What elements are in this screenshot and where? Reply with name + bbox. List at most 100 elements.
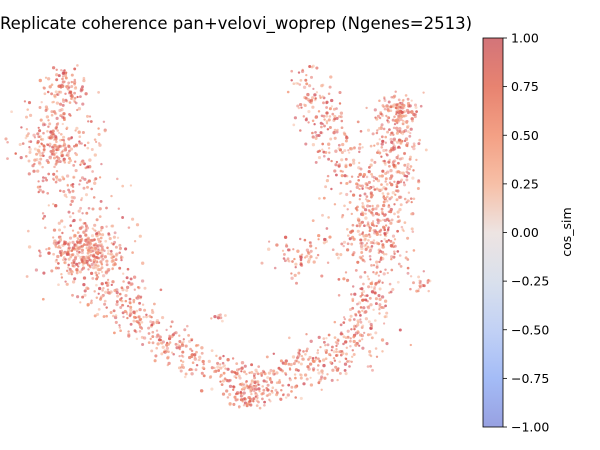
scatter-point: [353, 146, 356, 149]
scatter-point: [100, 270, 104, 274]
scatter-point: [110, 256, 114, 260]
scatter-point: [388, 176, 393, 181]
colorbar-ticks: 1.000.750.500.250.00−0.25−0.50−0.75−1.00: [503, 31, 549, 435]
scatter-point: [158, 338, 162, 342]
scatter-point: [210, 317, 213, 320]
scatter-point: [306, 260, 311, 264]
scatter-point: [128, 314, 132, 318]
scatter-point: [311, 219, 315, 223]
scatter-point: [390, 147, 394, 151]
scatter-point: [82, 255, 86, 259]
scatter-point: [382, 200, 386, 204]
scatter-point: [411, 176, 415, 180]
scatter-point: [410, 200, 413, 204]
scatter-point: [37, 160, 42, 165]
scatter-point: [338, 163, 341, 167]
scatter-point: [67, 188, 70, 192]
scatter-point: [46, 77, 51, 81]
scatter-point: [37, 126, 40, 129]
scatter-point: [167, 343, 171, 346]
scatter-point: [28, 145, 31, 149]
colorbar-tick-label: −1.00: [511, 420, 549, 435]
scatter-point: [41, 212, 45, 215]
scatter-point: [311, 96, 315, 100]
scatter-point: [349, 339, 352, 343]
scatter-point: [374, 207, 378, 211]
scatter-point: [83, 261, 87, 265]
scatter-point: [328, 151, 331, 154]
scatter-point: [168, 335, 171, 339]
scatter-point: [394, 189, 398, 193]
scatter-point: [305, 333, 308, 336]
scatter-point: [344, 139, 348, 143]
scatter-point: [361, 293, 364, 297]
scatter-point: [180, 343, 185, 347]
scatter-point: [410, 111, 414, 114]
scatter-point: [218, 356, 222, 360]
scatter-point: [66, 154, 70, 158]
scatter-point: [85, 246, 89, 250]
scatter-point: [316, 253, 320, 257]
scatter-point: [370, 286, 373, 289]
scatter-point: [281, 393, 285, 397]
scatter-point: [409, 197, 413, 200]
scatter-point: [59, 138, 62, 142]
scatter-point: [101, 257, 105, 261]
scatter-point: [380, 155, 383, 158]
scatter-point: [376, 142, 380, 146]
scatter-point: [226, 358, 230, 362]
scatter-point: [361, 324, 365, 328]
scatter-point: [58, 102, 63, 106]
scatter-point: [85, 226, 90, 230]
scatter-point: [369, 258, 372, 261]
scatter-point: [397, 161, 400, 165]
scatter-point: [328, 85, 332, 89]
scatter-point: [304, 118, 308, 122]
scatter-point: [86, 185, 89, 189]
scatter-point: [306, 365, 310, 369]
scatter-point: [129, 277, 133, 281]
scatter-point: [380, 125, 383, 129]
scatter-point: [311, 105, 315, 109]
scatter-point: [317, 133, 321, 138]
scatter-point: [106, 290, 111, 295]
scatter-point: [364, 247, 368, 252]
scatter-point: [323, 154, 326, 158]
scatter-point: [240, 361, 245, 365]
scatter-point: [106, 278, 110, 282]
scatter-point: [340, 158, 344, 162]
scatter-point: [82, 222, 86, 225]
scatter-point: [328, 235, 332, 239]
scatter-point: [339, 111, 344, 115]
scatter-point: [378, 230, 381, 233]
scatter-point: [358, 233, 362, 236]
scatter-point: [365, 195, 369, 198]
scatter-point: [369, 144, 373, 148]
scatter-point: [54, 204, 58, 208]
scatter-point: [388, 149, 392, 154]
scatter-point: [375, 271, 379, 274]
scatter-point: [250, 385, 253, 388]
scatter-point: [399, 131, 403, 134]
scatter-point: [312, 87, 315, 91]
scatter-point: [40, 143, 44, 146]
scatter-point: [248, 371, 251, 374]
scatter-point: [395, 126, 399, 130]
scatter-point: [78, 183, 81, 186]
scatter-point: [41, 297, 45, 301]
scatter-point: [27, 172, 31, 176]
scatter-point: [127, 334, 131, 338]
scatter-point: [356, 120, 360, 124]
scatter-point: [396, 140, 400, 144]
scatter-point: [27, 229, 30, 233]
scatter-point: [63, 140, 66, 144]
scatter-point: [75, 267, 79, 272]
scatter-point: [57, 262, 60, 265]
scatter-point: [363, 238, 367, 242]
scatter-point: [69, 147, 73, 151]
scatter-point: [410, 117, 414, 121]
scatter-point: [396, 117, 399, 121]
scatter-point: [32, 133, 36, 137]
scatter-point: [238, 367, 241, 371]
scatter-point: [93, 290, 96, 293]
